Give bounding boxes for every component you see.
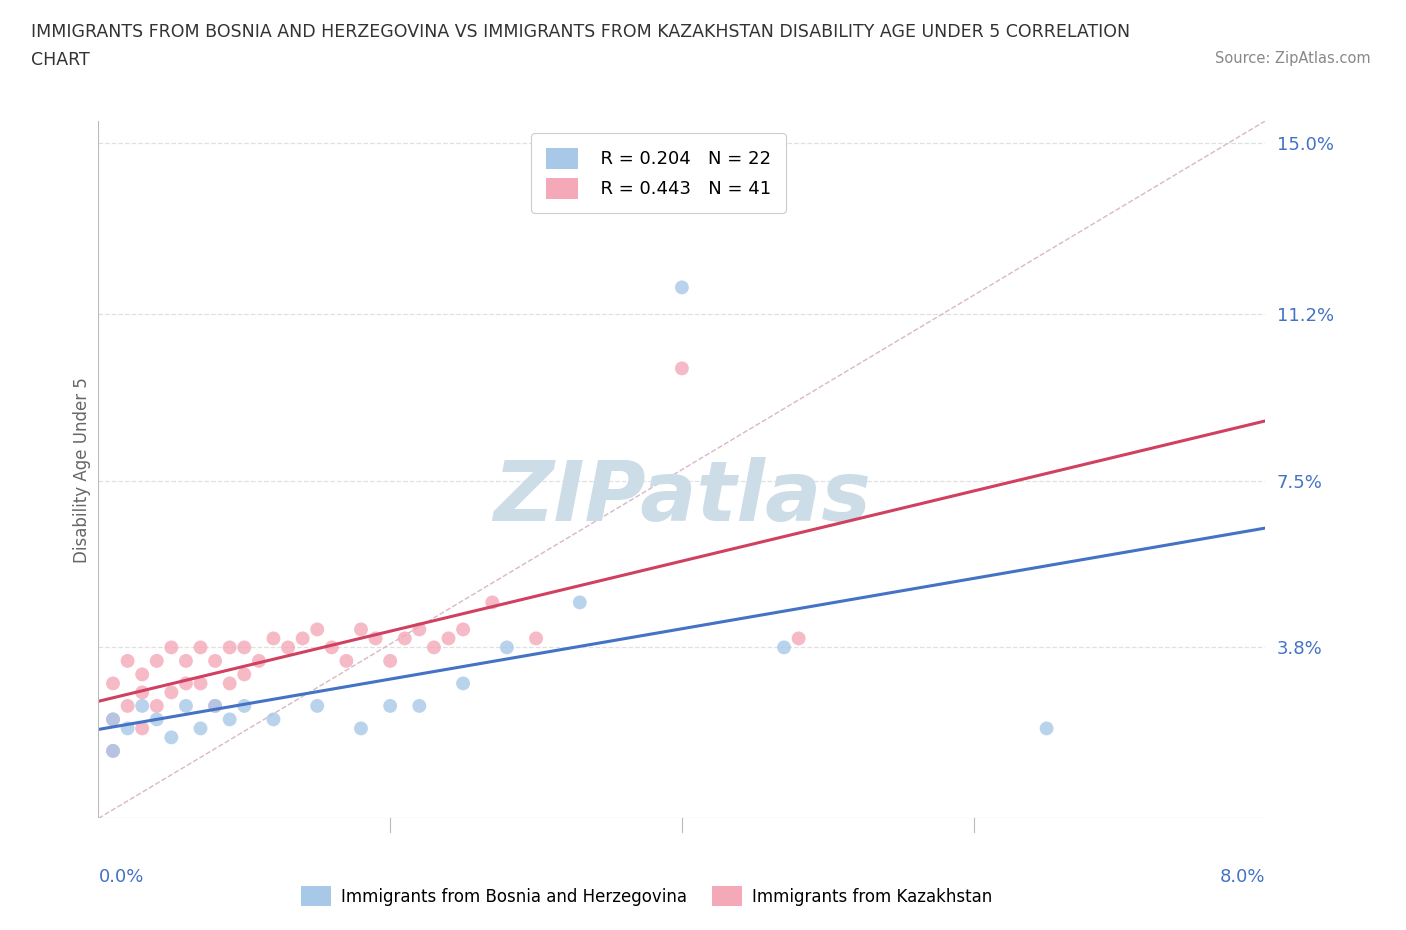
Point [408, 698, 430, 713]
Text: CHART: CHART [31, 51, 90, 69]
Point [160, 685, 183, 700]
Text: Source: ZipAtlas.com: Source: ZipAtlas.com [1215, 51, 1371, 66]
Point [437, 631, 460, 645]
Point [321, 640, 343, 655]
Point [671, 280, 693, 295]
Point [350, 622, 373, 637]
Point [380, 654, 402, 669]
Point [190, 640, 212, 655]
Point [451, 622, 474, 637]
Point [131, 721, 153, 736]
Point [307, 622, 329, 637]
Point [291, 631, 314, 645]
Point [307, 698, 329, 713]
Point [190, 676, 212, 691]
Point [380, 698, 402, 713]
Point [204, 698, 226, 713]
Text: 8.0%: 8.0% [1220, 868, 1265, 886]
Legend:   R = 0.204   N = 22,   R = 0.443   N = 41: R = 0.204 N = 22, R = 0.443 N = 41 [531, 133, 786, 213]
Point [204, 698, 226, 713]
Point [101, 743, 124, 758]
Point [218, 712, 240, 727]
Point [496, 640, 519, 655]
Point [117, 721, 139, 736]
Point [335, 654, 357, 669]
Point [481, 595, 503, 610]
Point [204, 654, 226, 669]
Point [408, 622, 430, 637]
Point [262, 712, 284, 727]
Point [524, 631, 547, 645]
Point [174, 676, 197, 691]
Point [233, 667, 256, 682]
Point [233, 640, 256, 655]
Point [146, 654, 169, 669]
Point [247, 654, 270, 669]
Point [218, 676, 240, 691]
Point [190, 721, 212, 736]
Point [233, 698, 256, 713]
Point [1035, 721, 1057, 736]
Point [451, 676, 474, 691]
Text: 0.0%: 0.0% [98, 868, 143, 886]
Point [117, 698, 139, 713]
Point [131, 667, 153, 682]
Y-axis label: Disability Age Under 5: Disability Age Under 5 [73, 377, 91, 563]
Point [218, 640, 240, 655]
Point [787, 631, 810, 645]
Point [146, 698, 169, 713]
Point [117, 654, 139, 669]
Point [350, 721, 373, 736]
Point [773, 640, 796, 655]
Point [160, 730, 183, 745]
Point [277, 640, 299, 655]
Text: ZIPatlas: ZIPatlas [494, 457, 870, 538]
Point [101, 676, 124, 691]
Point [671, 361, 693, 376]
Text: IMMIGRANTS FROM BOSNIA AND HERZEGOVINA VS IMMIGRANTS FROM KAZAKHSTAN DISABILITY : IMMIGRANTS FROM BOSNIA AND HERZEGOVINA V… [31, 23, 1130, 41]
Point [101, 712, 124, 727]
Point [174, 654, 197, 669]
Point [364, 631, 387, 645]
Legend: Immigrants from Bosnia and Herzegovina, Immigrants from Kazakhstan: Immigrants from Bosnia and Herzegovina, … [294, 880, 1000, 912]
Point [262, 631, 284, 645]
Point [174, 698, 197, 713]
Point [568, 595, 591, 610]
Point [101, 743, 124, 758]
Point [146, 712, 169, 727]
Point [160, 640, 183, 655]
Point [131, 685, 153, 700]
Point [131, 698, 153, 713]
Point [101, 712, 124, 727]
Point [423, 640, 446, 655]
Point [394, 631, 416, 645]
